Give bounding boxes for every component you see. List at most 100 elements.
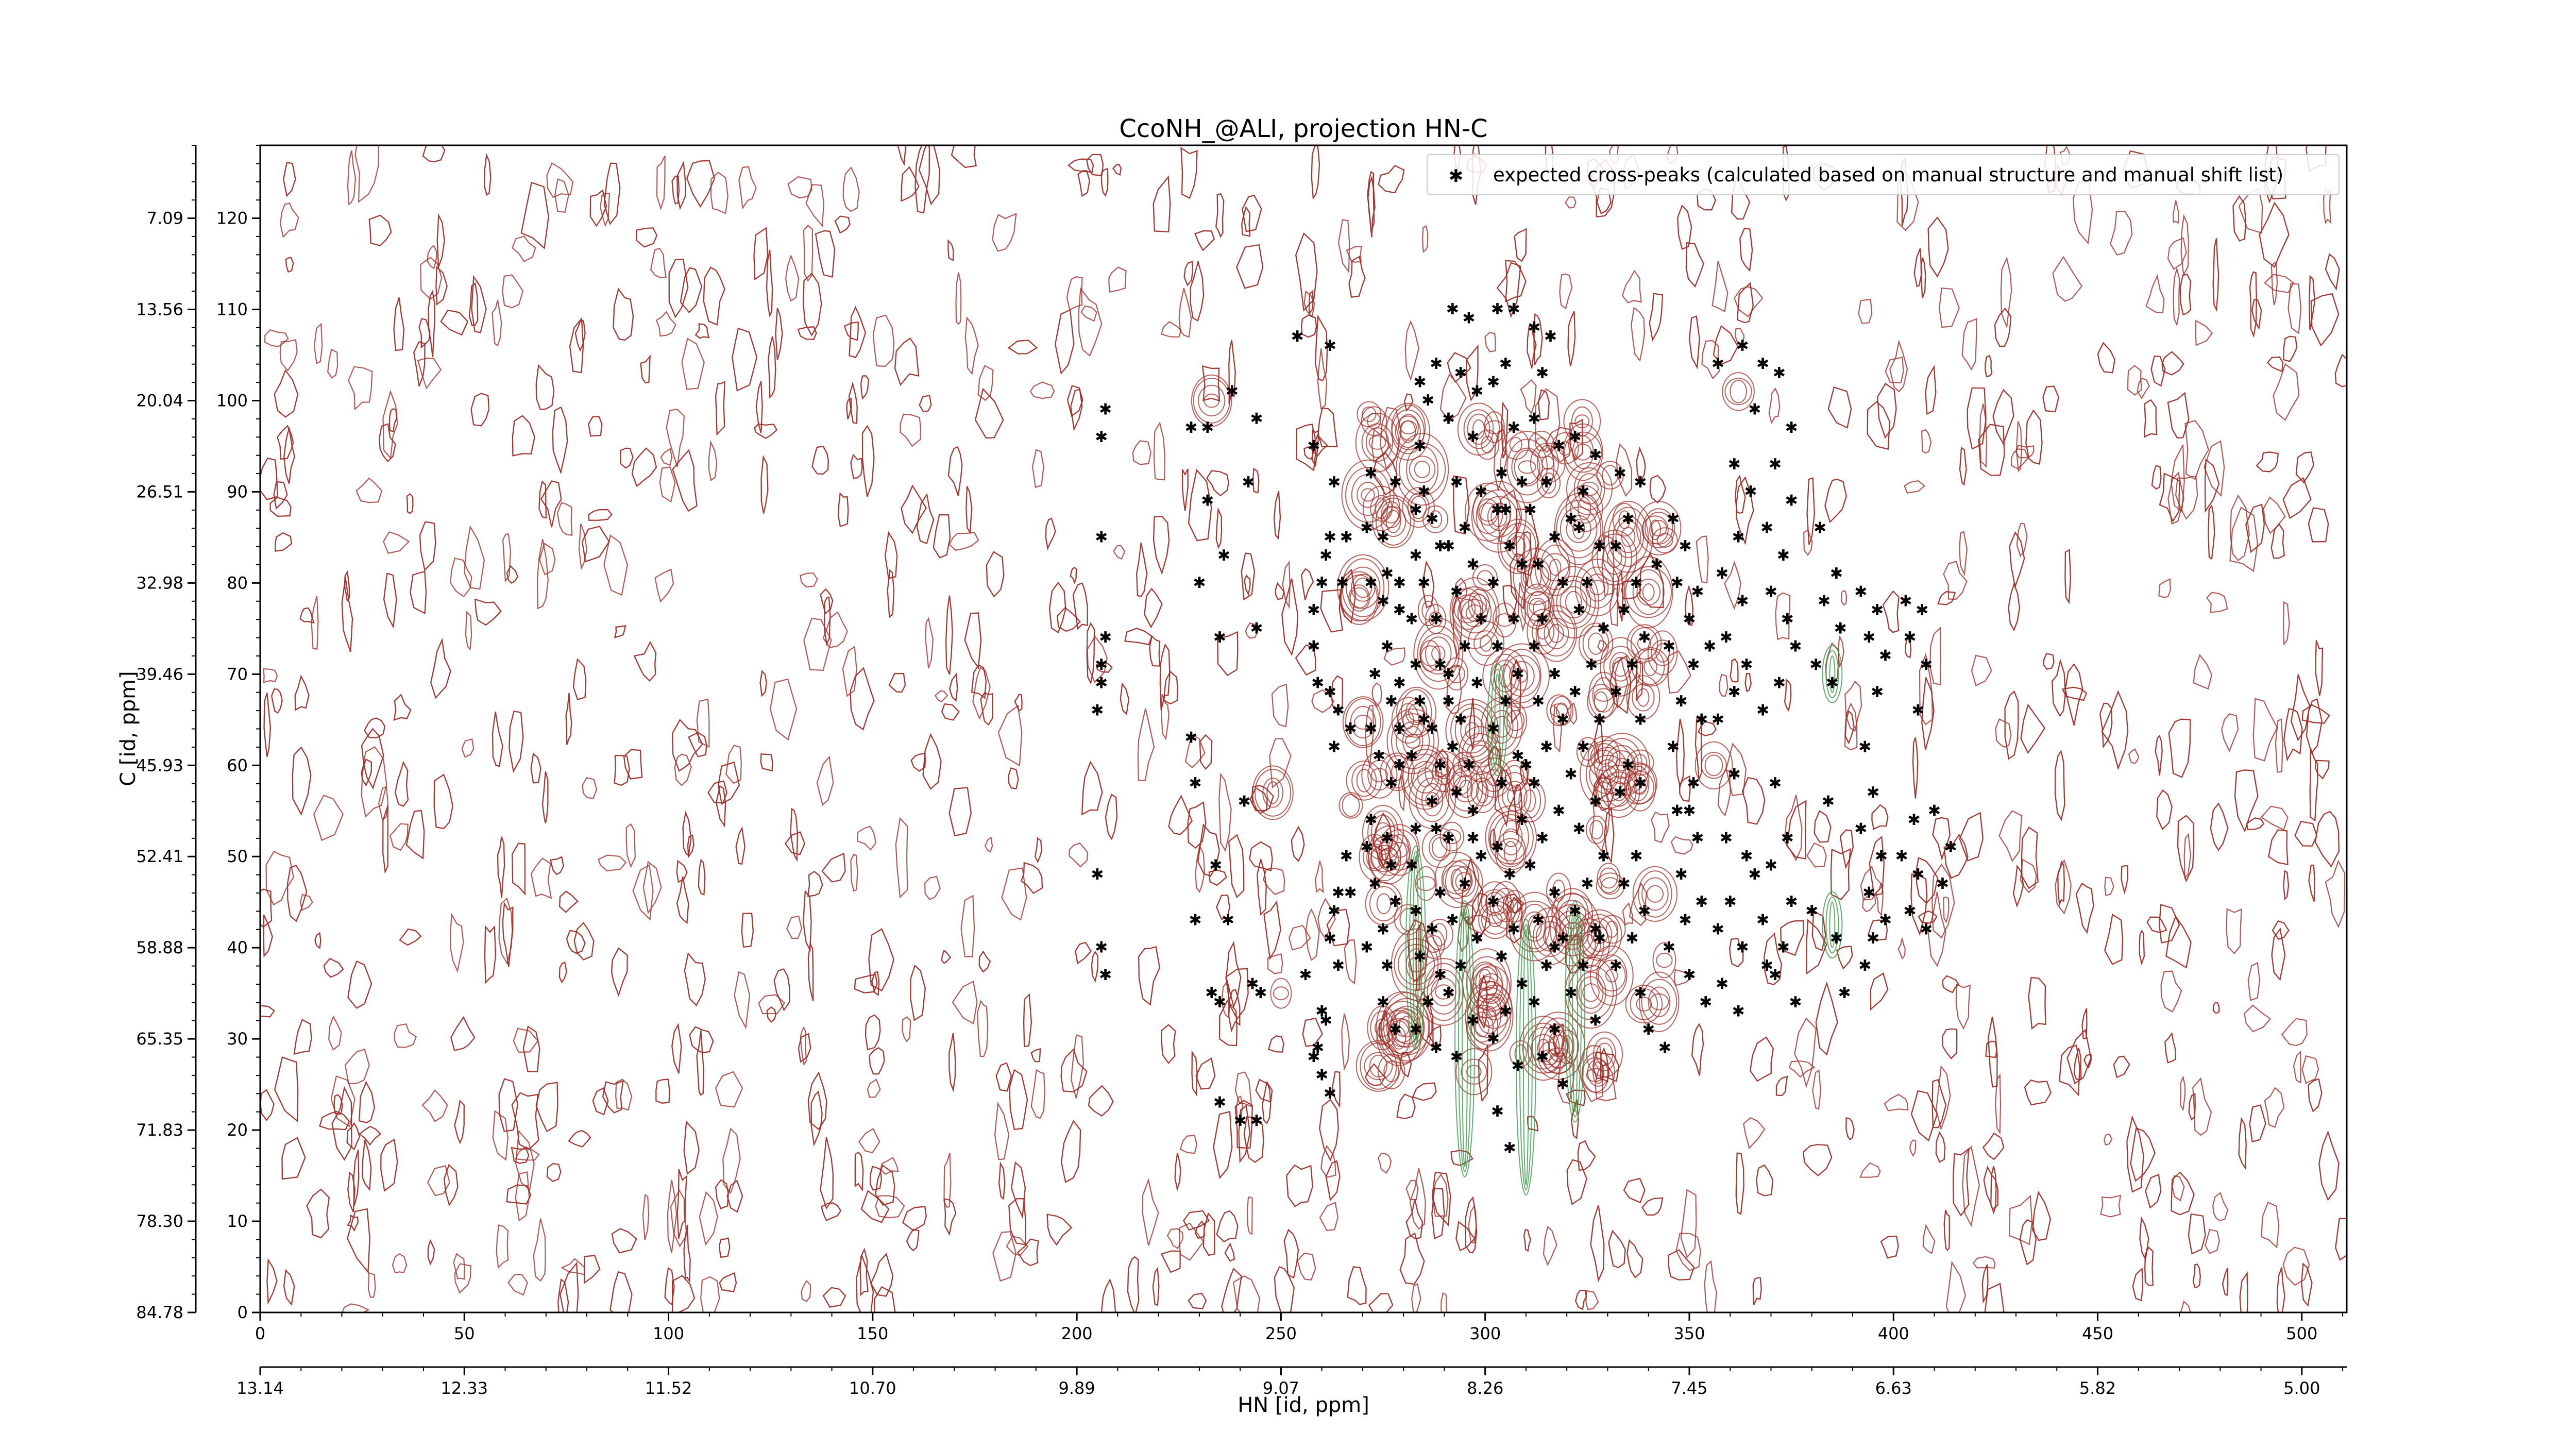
noise-contour [1161, 321, 1182, 338]
noise-contour [1735, 1152, 1744, 1215]
noise-contour [2252, 698, 2278, 762]
noise-contour [1403, 393, 1414, 412]
cross-peak-point: ✱ [1756, 355, 1769, 373]
peak-contour [1414, 460, 1431, 478]
cross-peak-point: ✱ [1475, 483, 1487, 501]
noise-contour [759, 669, 767, 697]
noise-contour [849, 306, 867, 359]
peak-contour [1502, 828, 1519, 848]
noise-contour [807, 941, 814, 1002]
cross-peak-point: ✱ [1507, 611, 1520, 629]
peak-contour [1476, 489, 1522, 545]
noise-contour [1017, 1238, 1039, 1267]
noise-contour [870, 1253, 894, 1297]
peak-contour [1453, 595, 1481, 624]
peak-contour [1385, 402, 1431, 461]
peak-contour [1560, 507, 1598, 552]
cross-peak-point: ✱ [1213, 1094, 1226, 1112]
peak-contour [1541, 472, 1556, 494]
noise-contour [2156, 789, 2173, 831]
noise-contour [1756, 1164, 1773, 1197]
peak-contour [1346, 761, 1382, 801]
cross-peak-point: ✱ [1748, 866, 1761, 884]
noise-contour [281, 1137, 306, 1180]
peak-contour [1346, 566, 1381, 609]
cross-peak-point: ✱ [1822, 793, 1835, 811]
noise-contour [2052, 256, 2083, 302]
cross-peak-point: ✱ [1540, 957, 1553, 975]
cross-peak-point: ✱ [1344, 884, 1357, 902]
noise-contour [1992, 389, 2014, 445]
peak-contour [1549, 624, 1564, 643]
noise-contour [922, 733, 942, 790]
cross-peak-point: ✱ [1716, 975, 1728, 993]
peak-contour [1574, 559, 1620, 617]
plot-area: ✱✱✱✱✱✱✱✱✱✱✱ ✱✱✱✱✱✱✱✱✱✱✱✱✱✱✱✱✱✱✱✱ ✱✱✱✱✱✱✱ ✱✱… [259, 144, 2348, 1313]
noise-contour [2168, 718, 2191, 778]
noise-contour [1752, 1277, 1762, 1306]
noise-contour [1784, 678, 1792, 712]
noise-contour [1056, 606, 1081, 632]
cross-peak-point: ✱ [1777, 547, 1790, 565]
peak-contour [1506, 899, 1522, 914]
negative-contour [1565, 900, 1586, 1123]
noise-contour [347, 961, 372, 1009]
peak-contour [1724, 378, 1752, 406]
noise-contour [1501, 401, 1509, 459]
noise-contour [860, 375, 869, 400]
peak-contour [1466, 956, 1508, 1010]
noise-contour [1236, 244, 1264, 289]
noise-contour [1295, 644, 1316, 676]
noise-contour [800, 1026, 807, 1066]
peak-contour [1499, 431, 1555, 503]
noise-contour [869, 1166, 883, 1191]
cross-peak-point: ✱ [1597, 619, 1610, 637]
noise-contour [419, 521, 436, 571]
peak-contour [1341, 459, 1395, 530]
noise-contour [2180, 214, 2189, 277]
peak-contour [1500, 523, 1536, 570]
noise-contour [347, 1171, 355, 1212]
noise-contour [1274, 1266, 1295, 1312]
cross-peak-point: ✱ [1413, 948, 1426, 966]
cross-peak-point: ✱ [1683, 802, 1696, 820]
noise-contour [1520, 379, 1537, 414]
noise-contour [754, 423, 777, 439]
noise-contour [266, 1258, 278, 1305]
cross-peak-point: ✱ [1552, 437, 1565, 455]
peak-contour [1361, 751, 1398, 799]
peak-contour [1417, 595, 1439, 626]
cross-peak-point: ✱ [1099, 401, 1112, 419]
noise-contour [560, 1261, 579, 1312]
noise-contour [1814, 810, 1832, 843]
peak-contour [1443, 829, 1462, 845]
x-index-tick-label: 250 [1265, 1324, 1297, 1343]
noise-contour [361, 728, 384, 789]
noise-contour [393, 694, 412, 721]
cross-peak-point: ✱ [1250, 410, 1263, 428]
noise-contour [2272, 920, 2290, 940]
noise-contour [405, 810, 425, 860]
cross-peak-point: ✱ [1213, 993, 1226, 1012]
noise-contour [2104, 1133, 2113, 1145]
peak-contour [1504, 702, 1527, 739]
peak-contour [1458, 757, 1470, 772]
cross-peak-point: ✱ [1548, 884, 1561, 902]
cross-peak-point: ✱ [1360, 519, 1373, 537]
peak-contour [1493, 814, 1529, 862]
cross-peak-point: ✱ [1773, 364, 1786, 382]
peak-contour [1597, 533, 1633, 582]
noise-contour [1679, 775, 1691, 802]
noise-contour [2266, 356, 2284, 373]
peak-contour [1391, 697, 1426, 744]
x-index-tick-label: 450 [2082, 1324, 2113, 1343]
noise-contour [681, 338, 705, 390]
cross-peak-point: ✱ [1528, 318, 1540, 336]
noise-contour [492, 1110, 509, 1161]
noise-contour [1629, 882, 1648, 926]
cross-peak-point: ✱ [1393, 574, 1406, 592]
noise-contour [2127, 365, 2142, 396]
peak-contour [1425, 636, 1452, 671]
noise-contour [522, 1025, 540, 1072]
peak-contour [1497, 518, 1539, 574]
